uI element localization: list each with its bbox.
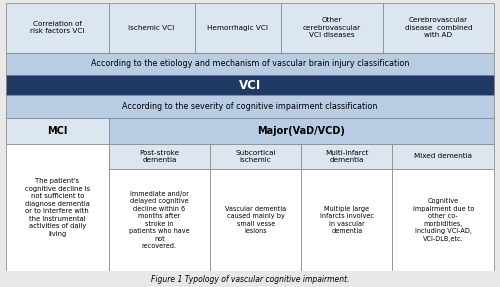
Text: VCI: VCI — [239, 79, 261, 92]
Bar — [6, 144, 108, 271]
Bar — [383, 3, 494, 53]
Bar — [108, 118, 494, 144]
Text: Correlation of
risk factors VCI: Correlation of risk factors VCI — [30, 21, 84, 34]
Bar — [392, 169, 494, 271]
Bar — [6, 53, 494, 75]
Text: Other
cerebrovascular
VCI diseases: Other cerebrovascular VCI diseases — [302, 17, 361, 38]
Text: Multiple large
infarcts involvec
in vascular
dementia: Multiple large infarcts involvec in vasc… — [320, 206, 374, 234]
Text: Multi-infarct
dementia: Multi-infarct dementia — [325, 150, 368, 163]
Text: Post-stroke
dementia: Post-stroke dementia — [140, 150, 179, 163]
Text: Subcortical
ischemic: Subcortical ischemic — [236, 150, 276, 163]
Text: Immediate and/or
delayed cognitive
decline within 6
months after
stroke in
patie: Immediate and/or delayed cognitive decli… — [129, 191, 190, 249]
Bar — [108, 169, 210, 271]
Bar — [302, 169, 392, 271]
Text: According to the severity of cognitive impairment classification: According to the severity of cognitive i… — [122, 102, 378, 111]
Bar — [210, 169, 302, 271]
Text: The patient's
cognitive decline is
not sufficient to
diagnose dementia
or to int: The patient's cognitive decline is not s… — [25, 178, 90, 237]
Bar — [108, 144, 210, 169]
Text: MCI: MCI — [47, 126, 68, 136]
Bar — [302, 144, 392, 169]
Bar — [392, 144, 494, 169]
Bar — [280, 3, 383, 53]
Text: Hemorrhagic VCI: Hemorrhagic VCI — [207, 25, 268, 31]
Bar — [6, 3, 108, 53]
Text: Figure 1 Typology of vascular cognitive impairment.: Figure 1 Typology of vascular cognitive … — [151, 275, 349, 284]
Bar — [6, 75, 494, 96]
Bar — [210, 144, 302, 169]
Text: Cerebrovascular
disease  combined
with AD: Cerebrovascular disease combined with AD — [404, 17, 472, 38]
Bar — [108, 3, 194, 53]
Text: Mixed dementia: Mixed dementia — [414, 154, 472, 160]
Text: Ischemic VCI: Ischemic VCI — [128, 25, 174, 31]
Bar — [194, 3, 280, 53]
Text: According to the etiology and mechanism of vascular brain injury classification: According to the etiology and mechanism … — [91, 59, 409, 68]
Bar — [6, 118, 108, 144]
Bar — [6, 96, 494, 118]
Text: Cognitive
impairment due to
other co-
morbidities,
including VCI-AD,
VCI-DLB,etc: Cognitive impairment due to other co- mo… — [412, 199, 474, 242]
Text: Vascular dementia
caused mainly by
small vesse
lesions: Vascular dementia caused mainly by small… — [225, 206, 286, 234]
Text: Major(VaD/VCD): Major(VaD/VCD) — [258, 126, 345, 136]
